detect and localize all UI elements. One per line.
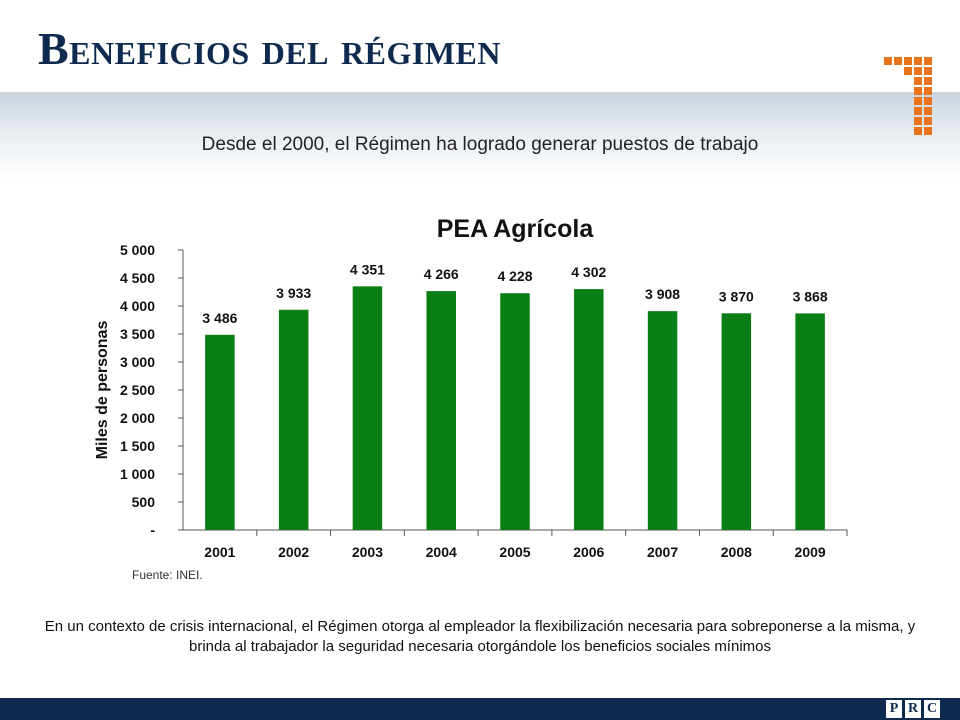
page-title: Beneficios del régimen: [38, 23, 501, 74]
bar-2002: [278, 309, 309, 530]
logo-square: [924, 107, 932, 115]
bar-2009: [795, 313, 825, 530]
logo-square: [924, 117, 932, 125]
x-tick-label-2003: 2003: [352, 544, 383, 560]
x-tick-label-2008: 2008: [721, 544, 752, 560]
data-label-2006: 4 302: [571, 264, 606, 280]
x-tick-label-2001: 2001: [204, 544, 235, 560]
bar-2008: [721, 313, 752, 530]
y-tick-label: 500: [132, 494, 156, 510]
y-tick-label: 4 500: [120, 270, 155, 286]
x-tick-label-2007: 2007: [647, 544, 678, 560]
data-label-2004: 4 266: [424, 266, 459, 282]
x-tick-label-2005: 2005: [499, 544, 530, 560]
logo-square: [924, 97, 932, 105]
logo-square: [894, 57, 902, 65]
logo-square: [914, 67, 922, 75]
y-tick-label: 3 000: [120, 354, 155, 370]
y-tick-label: -: [150, 522, 155, 538]
data-label-2002: 3 933: [276, 285, 311, 301]
bar-2006: [574, 289, 604, 530]
y-tick-label: 2 000: [120, 410, 155, 426]
bar-2004: [426, 291, 456, 530]
logo-square: [924, 57, 932, 65]
logo-square: [914, 117, 922, 125]
y-tick-label: 2 500: [120, 382, 155, 398]
logo-square: [924, 127, 932, 135]
data-label-2009: 3 868: [793, 288, 828, 304]
page-subtitle: Desde el 2000, el Régimen ha logrado gen…: [201, 134, 759, 155]
y-tick-label: 1 500: [120, 438, 155, 454]
y-tick-label: 4 000: [120, 298, 155, 314]
chart-title: PEA Agrícola: [437, 215, 595, 243]
logo-square: [914, 127, 922, 135]
prc-letter-r: R: [905, 700, 921, 718]
logo-square: [914, 107, 922, 115]
logo-square: [914, 87, 922, 95]
footer-bar: P R C: [0, 698, 960, 720]
y-axis-label: Miles de personas: [94, 321, 111, 460]
logo-square: [914, 57, 922, 65]
y-tick-label: 3 500: [120, 326, 155, 342]
x-tick-label-2002: 2002: [278, 544, 309, 560]
logo-square: [924, 87, 932, 95]
x-tick-label-2009: 2009: [795, 544, 826, 560]
data-label-2007: 3 908: [645, 286, 680, 302]
bar-2003: [352, 286, 383, 530]
bar-chart: PEA Agrícola Miles de personas - 500 1 000 1 …: [94, 215, 848, 560]
bar-2005: [500, 293, 530, 530]
data-label-2001: 3 486: [202, 310, 237, 326]
y-tick-label: 5 000: [120, 242, 155, 258]
logo-square: [904, 57, 912, 65]
y-tick-label: 1 000: [120, 466, 155, 482]
header-gradient-band: [0, 92, 960, 182]
source-note: Fuente: INEI.: [132, 568, 203, 582]
data-label-2005: 4 228: [497, 268, 532, 284]
logo-square: [884, 57, 892, 65]
prc-letter-c: C: [924, 700, 940, 718]
logo-square: [914, 77, 922, 85]
x-tick-label-2006: 2006: [573, 544, 604, 560]
logo-square: [924, 67, 932, 75]
bar-2007: [647, 311, 678, 530]
logo-square: [904, 67, 912, 75]
logo-square: [914, 97, 922, 105]
x-tick-label-2004: 2004: [426, 544, 457, 560]
bar-2001: [205, 334, 235, 530]
prc-letter-p: P: [886, 700, 902, 718]
footnote-paragraph: En un contexto de crisis internacional, …: [44, 618, 916, 655]
company-logo-icon: [884, 57, 932, 135]
prc-logo: P R C: [886, 700, 940, 718]
data-label-2008: 3 870: [719, 288, 754, 304]
logo-square: [924, 77, 932, 85]
data-label-2003: 4 351: [350, 261, 385, 277]
